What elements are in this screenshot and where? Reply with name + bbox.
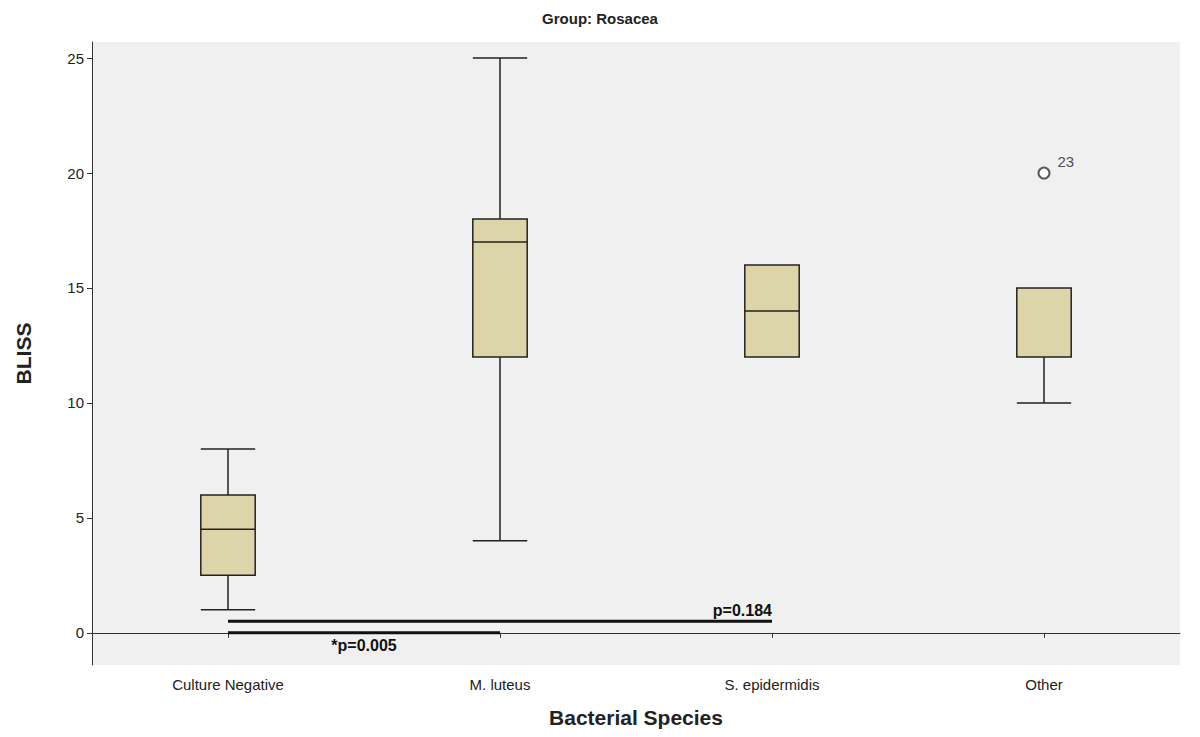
svg-text:p=0.184: p=0.184 — [713, 602, 772, 619]
svg-text:S. epidermidis: S. epidermidis — [724, 676, 819, 693]
svg-text:20: 20 — [67, 165, 84, 182]
svg-text:Bacterial Species: Bacterial Species — [549, 706, 723, 729]
svg-text:M. luteus: M. luteus — [470, 676, 531, 693]
svg-text:Culture Negative: Culture Negative — [172, 676, 284, 693]
svg-text:Group: Rosacea: Group: Rosacea — [542, 10, 659, 27]
svg-text:Other: Other — [1025, 676, 1063, 693]
svg-text:25: 25 — [67, 50, 84, 67]
svg-text:5: 5 — [76, 509, 84, 526]
svg-text:*p=0.005: *p=0.005 — [331, 637, 396, 654]
svg-text:0: 0 — [76, 624, 84, 641]
svg-text:23: 23 — [1058, 153, 1075, 170]
svg-text:BLISS: BLISS — [12, 323, 35, 385]
svg-text:10: 10 — [67, 394, 84, 411]
svg-text:15: 15 — [67, 279, 84, 296]
